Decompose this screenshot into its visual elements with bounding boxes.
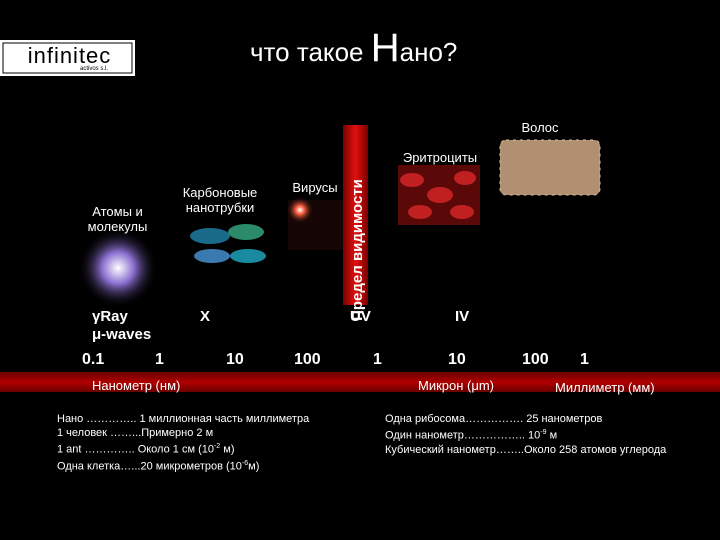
object-label: Карбоновые нанотрубки	[182, 185, 258, 215]
note-line: Кубический нанометр……..Около 258 атомов …	[385, 443, 666, 457]
logo-text: infinitec	[27, 43, 112, 68]
note-text: Кубический нанометр……..Около 258 атомов …	[385, 443, 667, 456]
note-sup: -2	[213, 443, 221, 450]
note-line: 1 ant ………….. Около 1 см (10-2 м)	[57, 440, 309, 457]
note-line: 1 человек ……...Примерно 2 м	[57, 426, 309, 440]
hair-image	[500, 140, 600, 195]
band-label: UV	[350, 308, 371, 325]
atom-image	[78, 228, 158, 308]
scale-number: 100	[294, 351, 321, 368]
note-line: Нано ………….. 1 миллионная часть миллиметр…	[57, 412, 309, 426]
band-label: IV	[455, 308, 470, 325]
scale-number: 10	[226, 351, 244, 368]
note-text: Одна рибосома……………. 25 нанометров	[385, 413, 603, 425]
note-tail: м)	[248, 460, 260, 473]
notes-left: Нано ………….. 1 миллионная часть миллиметр…	[57, 412, 309, 473]
nanotube-image	[190, 224, 266, 263]
logo-sub: activos s.l.	[80, 66, 109, 72]
note-line: Один нанометр…………….. 10-9 м	[385, 426, 666, 443]
note-text: Один нанометр…………….. 10	[385, 429, 541, 442]
unit-label: Микрон (μm)	[418, 378, 495, 393]
scale-number: 0.1	[82, 351, 105, 368]
object-label: Вирусы	[292, 180, 338, 195]
note-sup: -6	[241, 459, 249, 467]
object-label: Волос	[521, 120, 559, 135]
band-label: μ-waves	[92, 326, 152, 343]
title-part: Н	[370, 26, 400, 70]
visibility-bar	[343, 125, 368, 305]
scale-number: 1	[155, 351, 164, 368]
note-text: Нано ………….. 1 миллионная часть миллиметр…	[57, 413, 310, 425]
unit-label: Миллиметр (мм)	[555, 380, 655, 395]
erythrocyte-image	[400, 171, 476, 219]
scale-bar	[0, 372, 720, 392]
band-label: X	[200, 308, 211, 325]
note-line: Одна клетка…...20 микрометров (10-6м)	[57, 457, 309, 474]
notes-right: Одна рибосома……………. 25 нанометров Один на…	[385, 412, 666, 457]
note-text: Одна клетка…...20 микрометров (10	[57, 460, 242, 473]
scale-number: 10	[448, 351, 466, 368]
title: что такое Нано?	[250, 26, 457, 71]
note-tail: м	[546, 429, 558, 442]
hair-texture	[499, 139, 601, 196]
unit-label: Нанометр (нм)	[92, 378, 181, 393]
title-part: ано?	[399, 37, 458, 67]
logo-box	[0, 40, 135, 76]
logo-frame	[2, 42, 133, 74]
scale-number: 1	[580, 351, 589, 368]
note-sup: -9	[540, 429, 547, 436]
scale-number: 100	[522, 351, 549, 368]
note-text: 1 ant ………….. Около 1 см (10	[57, 443, 214, 456]
note-tail: м)	[220, 443, 235, 456]
object-label: Атомы и молекулы	[87, 204, 148, 234]
note-text: 1 человек ……...Примерно 2 м	[57, 427, 214, 439]
virus-image	[286, 196, 314, 224]
title-part: что такое	[250, 37, 371, 67]
note-line: Одна рибосома……………. 25 нанометров	[385, 412, 666, 426]
object-label: Эритроциты	[402, 150, 478, 165]
band-label: γRay	[92, 308, 128, 325]
scale-number: 1	[373, 351, 382, 368]
